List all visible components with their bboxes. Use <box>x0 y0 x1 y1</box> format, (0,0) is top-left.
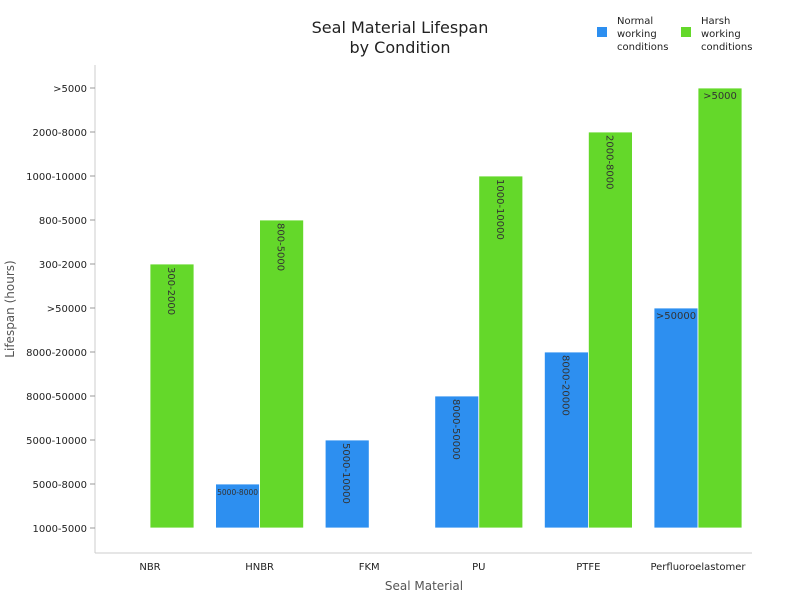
bar-data-label: 300-2000 <box>165 267 176 315</box>
x-tick-label: Perfluoroelastomer <box>650 562 746 573</box>
bar-data-label: >50000 <box>656 311 696 322</box>
y-tick-label: 5000-10000 <box>26 436 87 447</box>
bar-normal <box>544 351 589 529</box>
bar-normal <box>324 439 370 529</box>
y-tick-label: >50000 <box>47 304 87 315</box>
y-tick-label: 1000-10000 <box>26 172 87 183</box>
bar-data-label: 8000-50000 <box>450 399 461 460</box>
chart-title-line-2: by Condition <box>349 38 450 57</box>
legend-label: working <box>617 29 657 40</box>
y-tick-label: 800-5000 <box>39 216 87 227</box>
y-tick-label: 8000-20000 <box>26 348 87 359</box>
bar-data-label: 2000-8000 <box>603 135 614 190</box>
x-tick-label: PTFE <box>576 562 600 573</box>
x-axis-label: Seal Material <box>385 579 463 593</box>
legend-label: Normal <box>617 16 653 27</box>
x-tick-label: FKM <box>359 562 380 573</box>
y-tick-label: 300-2000 <box>39 260 87 271</box>
legend-label: conditions <box>701 42 752 53</box>
bar-harsh <box>478 175 524 529</box>
x-tick-label: NBR <box>139 562 160 573</box>
legend-label: working <box>701 29 741 40</box>
y-tick-label: 5000-8000 <box>32 480 87 491</box>
y-tick-label: 8000-50000 <box>26 392 87 403</box>
bar-data-label: >5000 <box>703 91 737 102</box>
bar-data-label: 1000-10000 <box>494 179 505 240</box>
bar-data-label: 5000-8000 <box>217 488 258 497</box>
bar-data-label: 8000-20000 <box>559 355 570 416</box>
bar-harsh <box>697 87 743 529</box>
bar-data-label: 800-5000 <box>275 223 286 271</box>
chart-title-line-1: Seal Material Lifespan <box>312 18 489 37</box>
bar-normal <box>653 307 699 529</box>
bar-data-label: 5000-10000 <box>340 443 351 504</box>
x-tick-label: PU <box>472 562 485 573</box>
legend: Normal working conditions Harsh working condi… <box>597 16 752 53</box>
legend-swatch-normal <box>597 27 607 37</box>
bar-harsh <box>588 131 633 529</box>
bar-normal <box>434 395 480 529</box>
bar-harsh <box>149 263 195 529</box>
y-tick-label: 1000-5000 <box>32 524 87 535</box>
y-tick-label: >5000 <box>53 84 87 95</box>
bar-harsh <box>259 219 305 529</box>
y-axis-label: Lifespan (hours) <box>3 260 17 357</box>
x-tick-label: HNBR <box>245 562 274 573</box>
legend-label: Harsh <box>701 16 730 27</box>
legend-label: conditions <box>617 42 668 53</box>
y-tick-label: 2000-8000 <box>32 128 87 139</box>
legend-swatch-harsh <box>681 27 691 37</box>
